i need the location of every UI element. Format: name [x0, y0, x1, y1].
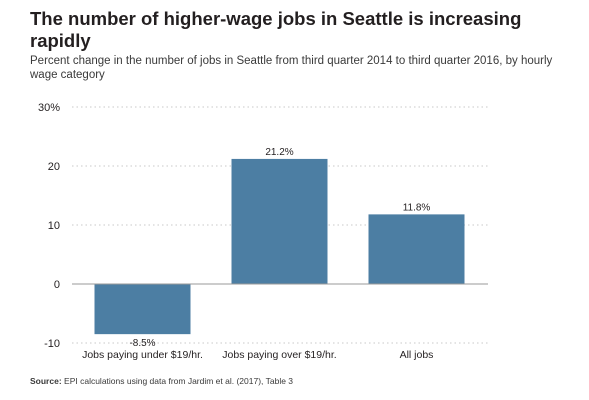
bar — [94, 284, 191, 335]
x-tick-label: All jobs — [400, 349, 434, 361]
y-tick-label: 0 — [54, 279, 60, 291]
source-text: EPI calculations using data from Jardim … — [64, 376, 294, 386]
x-tick-label: Jobs paying over $19/hr. — [222, 349, 336, 361]
y-tick-label: -10 — [44, 338, 60, 350]
x-tick-label: Jobs paying under $19/hr. — [82, 349, 203, 361]
y-tick-label: 10 — [48, 220, 60, 232]
source-note: Source: EPI calculations using data from… — [30, 376, 293, 386]
data-label: 21.2% — [265, 147, 293, 158]
source-label: Source: — [30, 376, 62, 386]
data-label: 11.8% — [403, 202, 431, 213]
chart-title: The number of higher-wage jobs in Seattl… — [30, 8, 522, 51]
bar — [368, 214, 465, 284]
y-tick-label: 20 — [48, 161, 60, 173]
chart-subtitle: Percent change in the number of jobs in … — [30, 55, 553, 81]
y-tick-label: 30% — [38, 102, 60, 114]
data-label: -8.5% — [129, 338, 155, 349]
bar — [231, 158, 328, 284]
